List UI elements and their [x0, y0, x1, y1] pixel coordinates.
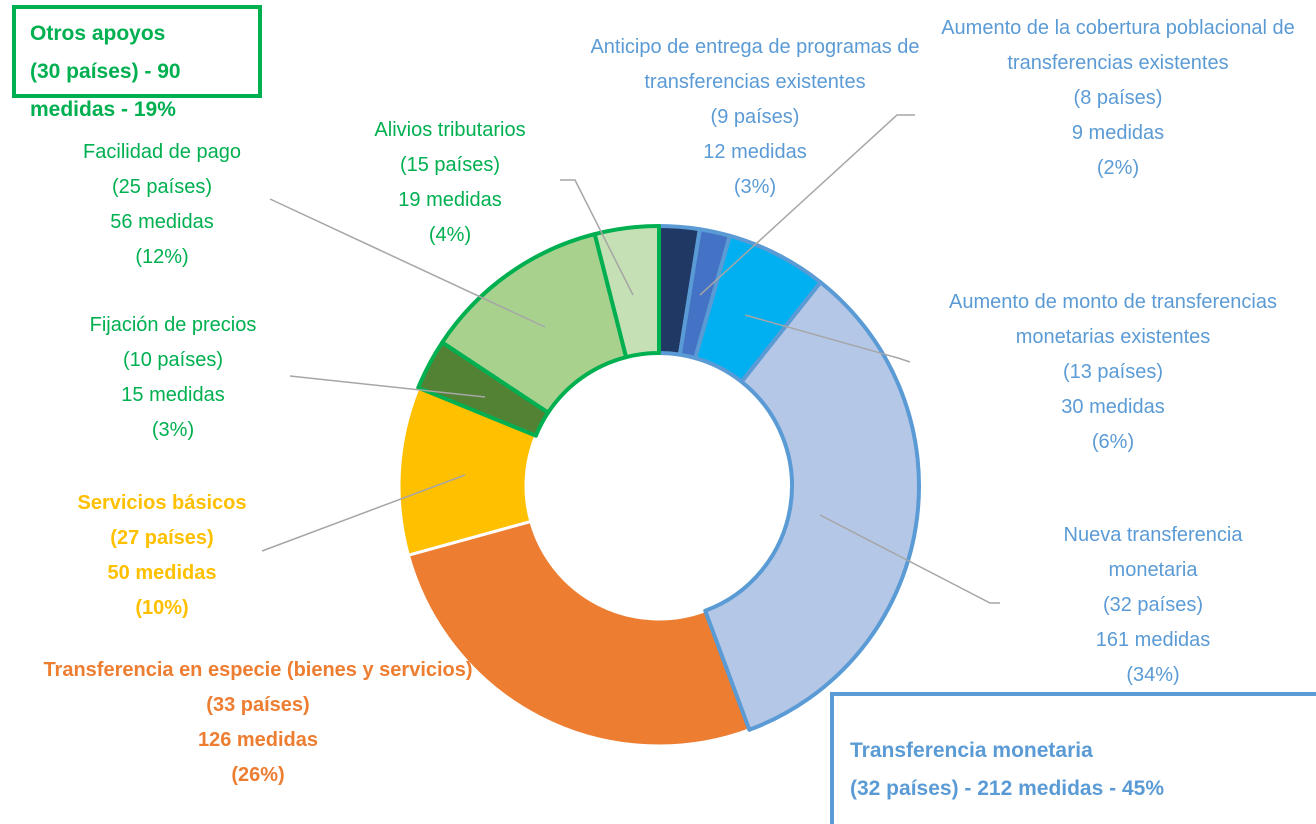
categories: Nueva transferencia monetaria [1063, 524, 1243, 581]
categories: Anticipo de entrega de programas de tran… [590, 36, 920, 93]
slice [592, 224, 661, 360]
group-box: Transferencia monetaria (32 países) - 21… [830, 692, 1316, 824]
leader-line [269, 198, 546, 328]
countries: (10 países) [122, 349, 224, 371]
countries: (15 países) [399, 154, 501, 176]
group-box: Otros apoyos (30 países) - 90 medidas - … [12, 5, 262, 121]
countries: (32 países) [1102, 594, 1204, 616]
value-labels: 56 medidas [110, 211, 214, 233]
slices [397, 224, 921, 748]
leader-line [560, 179, 634, 296]
value-labels: 50 medidas [107, 562, 217, 584]
data-label: Fijación de precios (10 países) 15 medidas… [43, 308, 303, 448]
data-label: Nueva transferencia monetaria (32 países)… [1028, 518, 1278, 693]
percent-labels: (2%) [1096, 157, 1140, 179]
leader-line [699, 114, 915, 296]
categories: Fijación de precios [89, 314, 257, 336]
categories: Aumento de monto de transferencias monet… [949, 291, 1277, 348]
leader-line [289, 375, 486, 398]
categories: Servicios básicos [77, 492, 247, 514]
value-labels: 15 medidas [121, 384, 225, 406]
data-label: Alivios tributarios (15 países) 19 medidas… [320, 113, 580, 253]
percent-labels: (6%) [1091, 431, 1135, 453]
value-labels: 30 medidas [1061, 396, 1165, 418]
data-label: Transferencia en especie (bienes y servi… [38, 653, 478, 793]
leader-line [744, 314, 911, 363]
value-labels: 126 medidas [197, 729, 319, 751]
categories: Transferencia en especie (bienes y servi… [43, 659, 473, 681]
group-detail: (32 países) - 212 medidas - 45% [850, 777, 1164, 800]
countries: (8 países) [1073, 87, 1163, 109]
data-label: Aumento de la cobertura poblacional de t… [933, 11, 1303, 186]
categories: Facilidad de pago [83, 141, 241, 163]
countries: (27 países) [110, 527, 214, 549]
group-detail: (30 países) - 90 medidas - 19% [30, 60, 181, 121]
slice [406, 519, 751, 748]
value-labels: 9 medidas [1071, 122, 1165, 144]
leader-line [819, 514, 1000, 604]
percent-labels: (3%) [733, 176, 777, 198]
data-label: Anticipo de entrega de programas de tran… [550, 30, 960, 205]
countries: (33 países) [206, 694, 310, 716]
value-labels: 19 medidas [398, 189, 502, 211]
categories: Aumento de la cobertura poblacional de t… [941, 17, 1295, 74]
data-label: Servicios básicos (27 países) 50 medidas (1… [32, 486, 292, 626]
group-title: Otros apoyos [30, 22, 166, 45]
leader-line [261, 474, 466, 552]
slice [703, 280, 921, 732]
percent-labels: (26%) [231, 764, 285, 786]
value-labels: 161 medidas [1095, 629, 1211, 651]
percent-labels: (12%) [135, 246, 189, 268]
countries: (9 países) [710, 106, 800, 128]
data-label: Facilidad de pago (25 países) 56 medidas (1… [32, 135, 292, 275]
percent-labels: (3%) [151, 419, 195, 441]
percent-labels: (10%) [135, 597, 189, 619]
percent-labels: (34%) [1126, 664, 1180, 686]
countries: (13 países) [1062, 361, 1164, 383]
data-label: Aumento de monto de transferencias monet… [948, 285, 1278, 460]
group-title: Transferencia monetaria [850, 739, 1093, 762]
categories: Alivios tributarios [374, 119, 526, 141]
percent-labels: (4%) [428, 224, 472, 246]
leader-lines [261, 114, 1000, 604]
value-labels: 12 medidas [703, 141, 807, 163]
countries: (25 países) [111, 176, 213, 198]
